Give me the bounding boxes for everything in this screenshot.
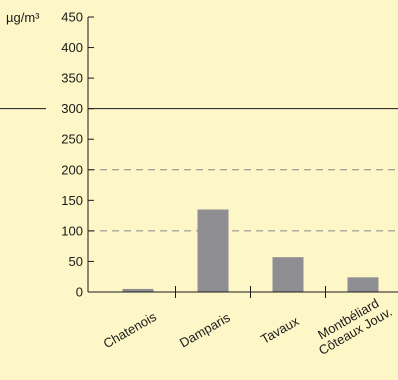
bars xyxy=(122,209,379,292)
category-label-3-line-1: Tavaux xyxy=(258,313,302,347)
category-label-3: Tavaux xyxy=(258,313,302,347)
category-label-2-line-1: Damparis xyxy=(177,309,233,350)
reference-lines xyxy=(0,108,398,232)
bar-2 xyxy=(197,209,229,292)
bar-1 xyxy=(122,288,154,292)
x-axis xyxy=(88,286,398,298)
y-tick-label-350: 350 xyxy=(61,71,83,86)
y-tick-label-150: 150 xyxy=(61,193,83,208)
y-tick-label-250: 250 xyxy=(61,132,83,147)
y-tick-label-0: 0 xyxy=(76,285,83,300)
category-label-1-line-1: Chatenois xyxy=(101,309,160,352)
category-label-2: Damparis xyxy=(177,309,233,350)
category-labels: Chatenois Damparis Tavaux MontbéliardCôteau… xyxy=(101,295,395,358)
y-axis: 0 50 100 150 200 250 300 350 400 450 xyxy=(61,10,94,300)
y-tick-label-450: 450 xyxy=(61,10,83,25)
y-tick-label-300: 300 xyxy=(61,101,83,116)
y-tick-label-200: 200 xyxy=(61,162,83,177)
y-axis-unit-label: µg/m³ xyxy=(6,10,40,25)
bar-3 xyxy=(272,257,304,292)
category-label-1: Chatenois xyxy=(101,309,160,352)
bar-4 xyxy=(347,277,379,292)
y-tick-label-100: 100 xyxy=(61,223,83,238)
y-tick-label-400: 400 xyxy=(61,40,83,55)
y-tick-label-50: 50 xyxy=(69,254,83,269)
